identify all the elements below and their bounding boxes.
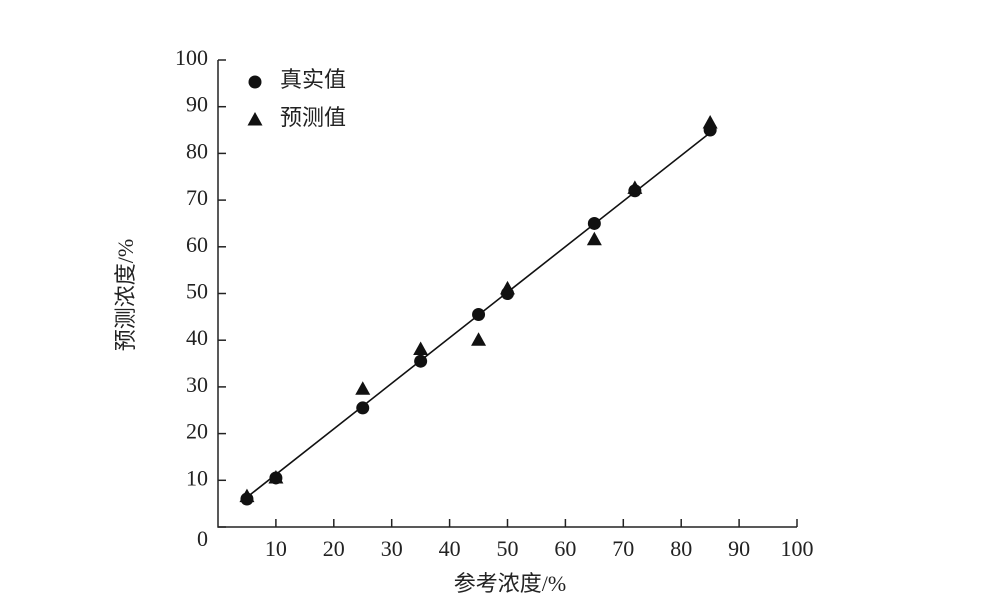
x-tick-label: 30 xyxy=(381,536,403,561)
y-tick-label: 30 xyxy=(186,372,208,397)
x-tick-label: 20 xyxy=(323,536,345,561)
legend-marker xyxy=(248,75,262,89)
y-tick-label: 60 xyxy=(186,232,208,257)
triangle-point xyxy=(268,469,284,484)
y-tick-label: 10 xyxy=(186,465,208,490)
triangle-point xyxy=(627,180,643,194)
legend-label: 预测值 xyxy=(280,105,346,130)
point xyxy=(356,401,370,415)
y-tick-label: 100 xyxy=(175,45,208,70)
point xyxy=(414,354,428,368)
point xyxy=(587,216,601,230)
y-tick-label: 90 xyxy=(186,92,208,117)
x-tick-label: 40 xyxy=(439,536,461,561)
x-axis-label: 参考浓度/% xyxy=(454,571,566,596)
y-tick-label: 80 xyxy=(186,138,208,163)
x-tick-label: 100 xyxy=(781,536,814,561)
triangle-point xyxy=(702,115,718,129)
x-tick-label: 50 xyxy=(497,536,519,561)
x-tick-label: 70 xyxy=(612,536,634,561)
x-tick-label: 60 xyxy=(554,536,576,561)
x-tick-label: 90 xyxy=(728,536,750,561)
x-tick-label: 10 xyxy=(265,536,287,561)
legend-label: 真实值 xyxy=(280,67,346,92)
triangle-point xyxy=(586,231,602,246)
y-axis-label: 预测浓度/% xyxy=(113,239,138,351)
legend-marker xyxy=(247,112,263,126)
triangle-point xyxy=(471,332,487,346)
y-tick-label: 40 xyxy=(186,325,208,350)
triangle-point xyxy=(355,381,371,395)
y-tick-label: 50 xyxy=(186,279,208,304)
triangle-point xyxy=(500,280,515,295)
y-tick-label: 0 xyxy=(197,526,208,551)
triangle-point xyxy=(413,341,429,356)
point xyxy=(472,308,486,322)
triangle-point xyxy=(239,488,255,503)
y-tick-label: 70 xyxy=(186,185,208,210)
x-tick-label: 80 xyxy=(670,536,692,561)
y-tick-label: 20 xyxy=(186,419,208,444)
